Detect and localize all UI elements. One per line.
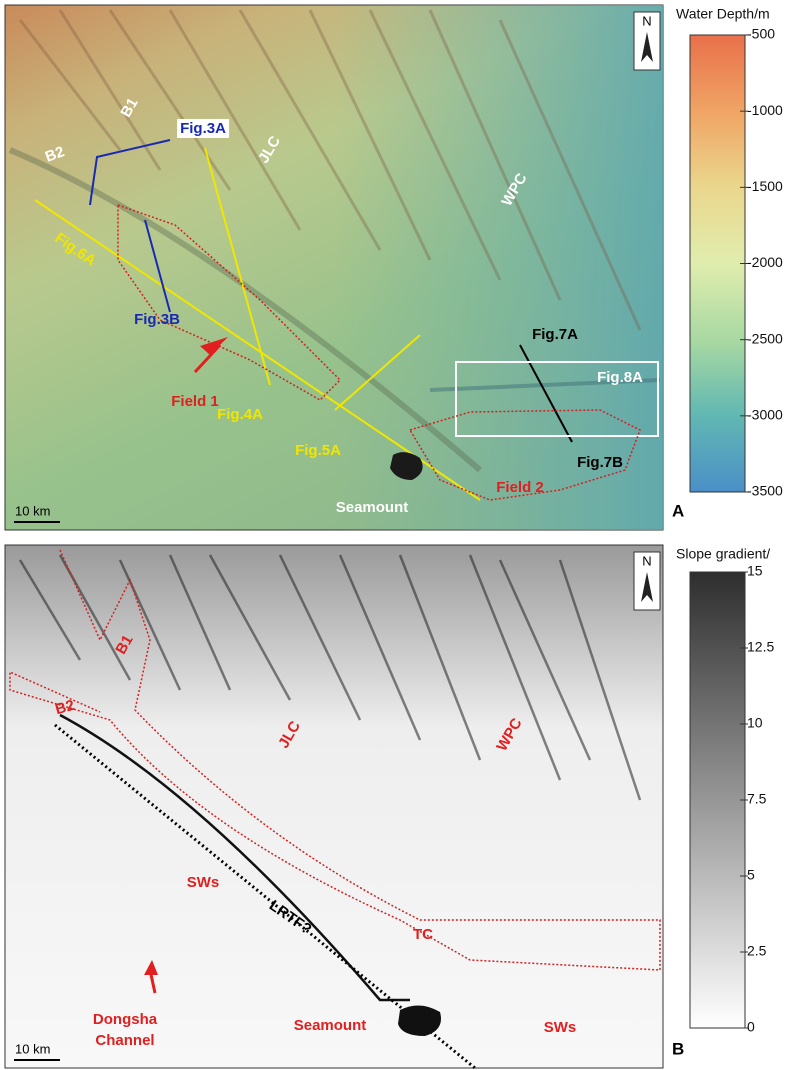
annotation: Seamount — [294, 1017, 367, 1034]
scale-bar-label: 10 km — [15, 503, 50, 518]
colorbar-tick-label: 10 — [747, 715, 763, 731]
annotation: Fig.5A — [295, 442, 341, 459]
colorbar-tick-label: 12.5 — [747, 639, 774, 655]
colorbar-tick-label: 5 — [747, 867, 755, 883]
colorbar-tick-label: 0 — [747, 1019, 755, 1035]
colorbar-title: Water Depth/m — [676, 6, 770, 22]
colorbar-tick-label: -1000 — [747, 102, 783, 118]
colorbar-tick-label: 2.5 — [747, 943, 767, 959]
north-arrow-label: N — [642, 553, 651, 568]
scale-bar-label: 10 km — [15, 1041, 50, 1056]
annotation: Fig.7A — [532, 326, 578, 343]
colorbar-tick-label: 15 — [747, 563, 763, 579]
annotation: Fig.3A — [180, 120, 226, 137]
colorbar-tick-label: -500 — [747, 26, 775, 42]
annotation: SWs — [187, 874, 220, 891]
colorbar-tick-label: -1500 — [747, 178, 783, 194]
figure: Water Depth/m -500 -1000 -1500 -2000 -2500 -30… — [0, 0, 800, 1070]
colorbar-tick-label: -2000 — [747, 254, 783, 270]
colorbar-b — [690, 572, 745, 1028]
annotation: Dongsha — [93, 1011, 158, 1028]
colorbar-a — [690, 35, 745, 492]
annotation: SWs — [544, 1019, 577, 1036]
annotation: Fig.7B — [577, 454, 623, 471]
colorbar-title: Slope gradient/ — [676, 546, 770, 562]
colorbar-tick-label: -2500 — [747, 330, 783, 346]
annotation: Field 1 — [171, 393, 219, 410]
annotation: Fig.4A — [217, 406, 263, 423]
annotation: TC — [413, 926, 433, 943]
annotation: Fig.8A — [597, 369, 643, 386]
map-b — [5, 545, 663, 1068]
panel-label: B — [672, 1039, 684, 1058]
colorbar-tick-label: 7.5 — [747, 791, 767, 807]
north-arrow-label: N — [642, 13, 651, 28]
annotation: Channel — [95, 1032, 154, 1049]
annotation: Field 2 — [496, 479, 544, 496]
panel-label: A — [672, 501, 684, 520]
colorbar-tick-label: -3500 — [747, 483, 783, 499]
annotation: Seamount — [336, 499, 409, 516]
annotation: Fig.3B — [134, 311, 180, 328]
colorbar-tick-label: -3000 — [747, 407, 783, 423]
